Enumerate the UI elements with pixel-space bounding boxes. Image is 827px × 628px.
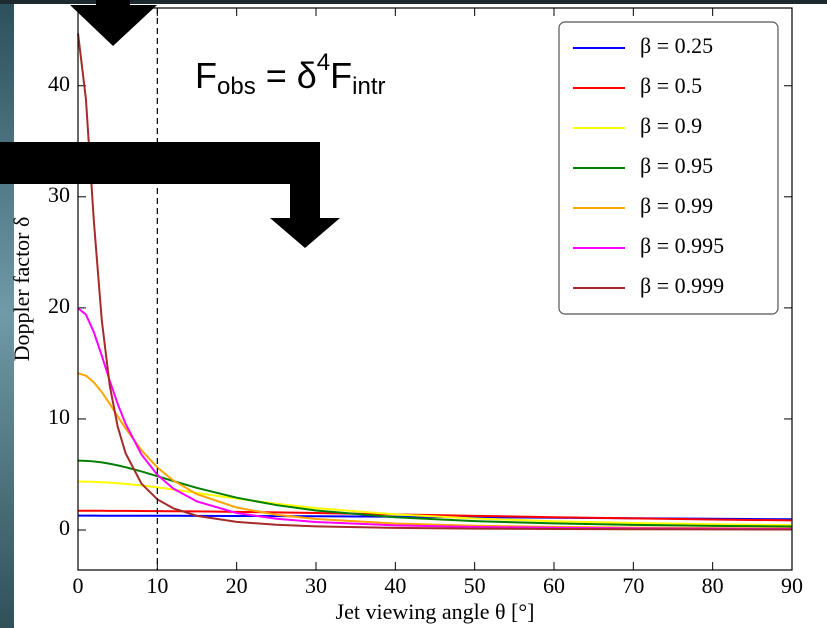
formula: Fobs = δ4Fintr (195, 49, 385, 100)
legend-label: β = 0.5 (640, 73, 702, 98)
formula-part: 4 (317, 49, 330, 76)
y-tick-label: 40 (48, 71, 70, 96)
x-tick-label: 90 (781, 573, 803, 598)
x-tick-label: 10 (146, 573, 168, 598)
legend-label: β = 0.99 (640, 193, 713, 218)
series-line (77, 459, 793, 528)
axes-frame (77, 7, 793, 571)
legend-label: β = 0.995 (640, 233, 724, 258)
legend-label: β = 0.95 (640, 153, 713, 178)
series-line (77, 372, 793, 530)
x-tick-label: 40 (384, 573, 406, 598)
legend-label: β = 0.25 (640, 33, 713, 58)
x-tick-label: 50 (464, 573, 486, 598)
x-tick-label: 70 (622, 573, 644, 598)
x-axis-label: Jet viewing angle θ [°] (336, 599, 535, 624)
arrows (0, 0, 340, 248)
formula-part: = δ (256, 55, 317, 96)
background-top (0, 0, 827, 4)
y-tick-label: 0 (59, 515, 70, 540)
series-line (77, 307, 793, 530)
y-tick-label: 10 (48, 404, 70, 429)
formula-part: intr (352, 73, 385, 100)
x-tick-label: 60 (543, 573, 565, 598)
series-line (77, 33, 793, 531)
arrow-shaft (0, 142, 320, 184)
arrow-shaft (96, 0, 130, 8)
arrow-shaft (290, 142, 320, 220)
formula-part: obs (217, 73, 256, 100)
formula-part: F (330, 55, 352, 96)
arrow-head (270, 218, 340, 248)
x-tick-label: 0 (73, 573, 84, 598)
legend-label: β = 0.999 (640, 273, 724, 298)
y-tick-label: 20 (48, 293, 70, 318)
y-tick-label: 30 (48, 182, 70, 207)
x-tick-label: 80 (702, 573, 724, 598)
arrow-head (70, 5, 157, 46)
x-tick-label: 30 (305, 573, 327, 598)
legend: β = 0.25 β = 0.5 β = 0.9 β = 0.95 β = 0.99 β … (558, 21, 779, 315)
formula-part: F (195, 55, 217, 96)
y-axis-label: Doppler factor δ (9, 217, 34, 362)
x-tick-label: 20 (226, 573, 248, 598)
legend-label: β = 0.9 (640, 113, 702, 138)
legend-box (558, 21, 779, 315)
series-line (77, 480, 793, 527)
